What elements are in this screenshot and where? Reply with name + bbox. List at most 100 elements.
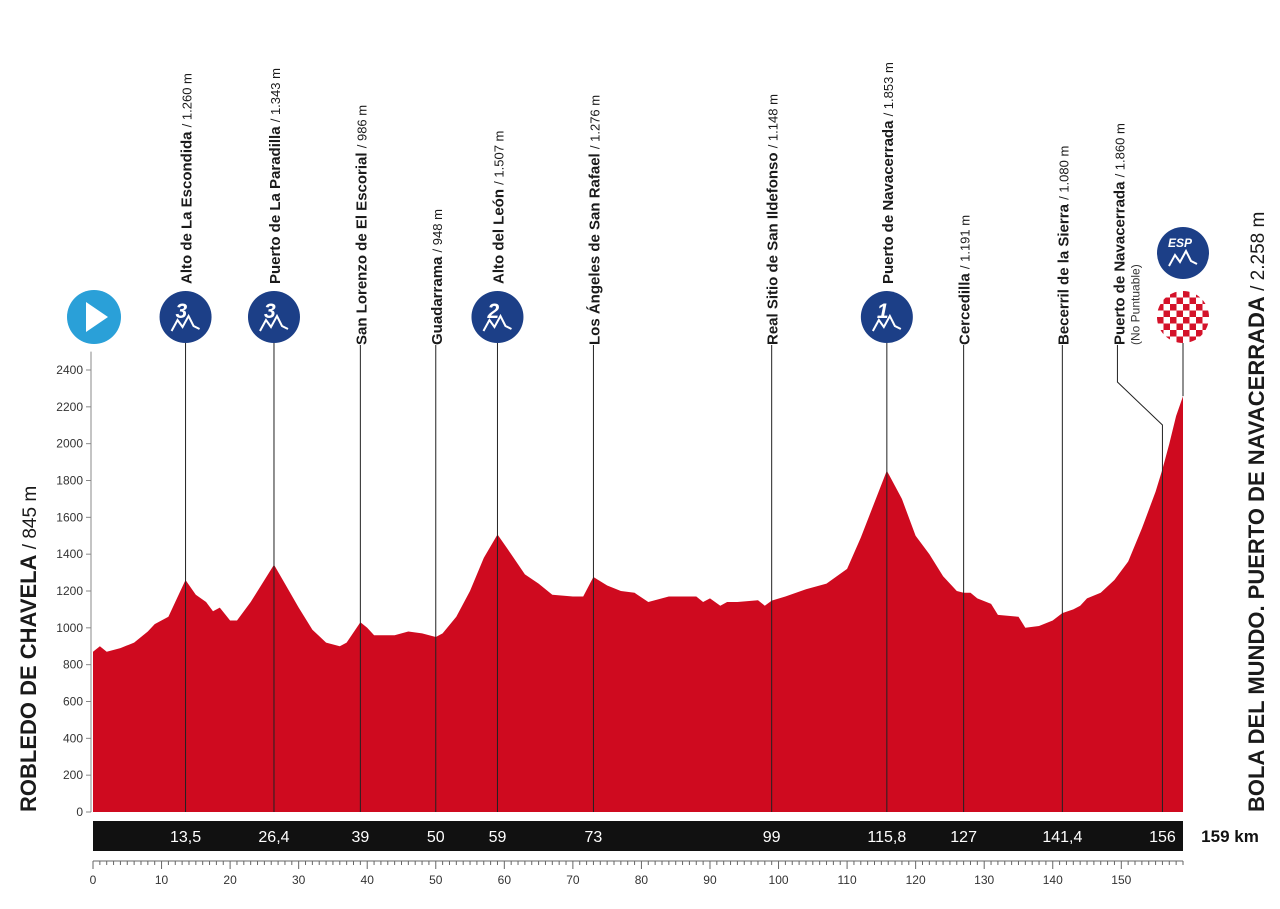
waypoint-km-label: 156	[1149, 829, 1176, 846]
waypoint-name: Real Sitio de San Ildefonso	[765, 148, 782, 345]
waypoint-label: Becerril de la Sierra / 1.080 m	[1055, 146, 1072, 345]
x-tick-label: 150	[1111, 873, 1131, 887]
finish-town-elevation: / 2.258 m	[1248, 212, 1269, 291]
mountain-icon	[1168, 248, 1198, 267]
waypoint-elevation: / 1.853 m	[881, 62, 896, 116]
waypoint-elevation: / 986 m	[354, 105, 369, 148]
finish-town-name: BOLA DEL MUNDO. PUERTO DE NAVACERRADA	[1244, 296, 1269, 812]
waypoint-km-label: 26,4	[258, 829, 289, 846]
waypoint-lines	[185, 343, 1184, 812]
climb-category-badge: 3	[159, 291, 212, 343]
start-town-name: ROBLEDO DE CHAVELA	[16, 554, 41, 812]
waypoint-name: Puerto de Navacerrada	[880, 116, 897, 284]
x-tick-label: 40	[361, 873, 375, 887]
finish-flag-icon	[1157, 291, 1209, 343]
elevation-profile-area	[93, 396, 1183, 812]
y-tick-label: 1800	[56, 474, 83, 488]
waypoint-label: Puerto de Navacerrada / 1.860 m	[1111, 123, 1128, 345]
y-tick-label: 1000	[56, 621, 83, 635]
x-tick-label: 100	[769, 873, 789, 887]
waypoint-elevation: / 1.191 m	[958, 215, 973, 269]
waypoint-km-label: 115,8	[867, 829, 906, 846]
waypoint-km-label: 13,5	[170, 829, 201, 846]
x-tick-label: 140	[1043, 873, 1063, 887]
climb-category-badge: 3	[247, 291, 300, 343]
waypoint-label: Guadarrama / 948 m	[429, 209, 446, 345]
waypoint-note: (No Puntuable)	[1128, 264, 1142, 345]
climb-category-number: 3	[176, 300, 188, 323]
y-tick-label: 0	[76, 805, 83, 819]
waypoint-km-label: 50	[427, 829, 445, 846]
waypoint-label: Puerto de Navacerrada / 1.853 m	[880, 62, 897, 284]
y-tick-label: 200	[63, 768, 83, 782]
special-category-label: ESP	[1168, 236, 1193, 250]
waypoint-km-label: 127	[950, 829, 977, 846]
x-tick-label: 130	[974, 873, 994, 887]
x-tick-label: 20	[223, 873, 237, 887]
waypoint-elevation: / 1.148 m	[766, 94, 781, 148]
x-axis: 0 10 20 30 40 50 60 70 80 90 100 110 120 130 140 150	[90, 860, 1184, 887]
waypoint-name: Guadarrama	[429, 252, 446, 345]
y-axis: 0 200 400 600 800 1000 1200 1400 1600 1800 2000 220…	[56, 351, 92, 819]
mountain-icon	[482, 313, 512, 332]
waypoint-elevation: / 1.343 m	[268, 68, 283, 122]
waypoint-label: San Lorenzo de El Escorial / 986 m	[353, 105, 370, 345]
start-town-label: ROBLEDO DE CHAVELA / 845 m	[16, 486, 41, 812]
finish-town-label: BOLA DEL MUNDO. PUERTO DE NAVACERRADA / …	[1244, 212, 1269, 812]
start-play-badge	[67, 290, 121, 344]
y-tick-label: 800	[63, 658, 83, 672]
waypoint-elevation: / 1.276 m	[587, 95, 602, 149]
waypoint-name: Puerto de La Paradilla	[267, 122, 284, 284]
climb-category-badge: 1	[860, 291, 913, 343]
x-tick-label: 60	[498, 873, 512, 887]
waypoint-km-label: 73	[585, 829, 603, 846]
waypoint-elevation: / 1.860 m	[1112, 123, 1127, 177]
waypoint-name: Los Ángeles de San Rafael	[586, 149, 603, 345]
waypoint-labels: Alto de La Escondida / 1.260 m Puerto de …	[179, 62, 1143, 345]
finish-badges: ESP	[1157, 227, 1209, 343]
y-tick-label: 400	[63, 731, 83, 745]
waypoint-elevation: / 1.080 m	[1056, 146, 1071, 200]
waypoint-km-label: 39	[351, 829, 369, 846]
x-tick-label: 10	[155, 873, 169, 887]
waypoint-elevation: / 948 m	[430, 209, 445, 252]
climb-category-badge: 2	[471, 291, 524, 343]
waypoint-name: San Lorenzo de El Escorial	[353, 148, 370, 345]
y-tick-label: 1600	[56, 510, 83, 524]
special-category-badge	[1157, 227, 1209, 279]
waypoint-line	[1116, 345, 1163, 812]
y-tick-label: 1400	[56, 547, 83, 561]
y-tick-label: 2400	[56, 363, 83, 377]
x-tick-label: 70	[566, 873, 580, 887]
x-tick-label: 90	[703, 873, 717, 887]
x-tick-label: 50	[429, 873, 443, 887]
play-icon	[86, 302, 108, 332]
waypoint-label: Los Ángeles de San Rafael / 1.276 m	[586, 95, 603, 345]
climb-category-number: 3	[264, 300, 276, 323]
waypoint-name: Cercedilla	[957, 269, 974, 345]
waypoint-name: Alto del León	[490, 185, 507, 284]
climb-category-number: 1	[877, 300, 889, 323]
waypoint-label: Real Sitio de San Ildefonso / 1.148 m	[765, 94, 782, 345]
y-tick-label: 600	[63, 695, 83, 709]
distance-strip	[93, 821, 1183, 851]
y-tick-label: 2200	[56, 400, 83, 414]
waypoint-elevation: / 1.260 m	[180, 73, 195, 127]
y-tick-label: 2000	[56, 437, 83, 451]
waypoint-km-label: 59	[489, 829, 507, 846]
distance-bar: 13,5 26,4 39 50 59 73 99 115,8 127 141,4 156 159 km	[93, 821, 1259, 851]
waypoint-km-label: 99	[763, 829, 781, 846]
total-distance-label: 159 km	[1201, 827, 1259, 846]
profile-area-group	[93, 396, 1183, 812]
x-tick-label: 0	[90, 873, 97, 887]
x-tick-label: 110	[838, 873, 857, 887]
waypoint-label: Cercedilla / 1.191 m	[957, 215, 974, 345]
waypoint-label: Puerto de La Paradilla / 1.343 m	[267, 68, 284, 284]
x-tick-label: 80	[635, 873, 649, 887]
x-tick-label: 30	[292, 873, 306, 887]
x-tick-label: 120	[906, 873, 926, 887]
waypoint-name: Puerto de Navacerrada	[1111, 177, 1128, 345]
mountain-icon	[259, 313, 289, 332]
waypoint-name: Alto de La Escondida	[179, 127, 196, 284]
